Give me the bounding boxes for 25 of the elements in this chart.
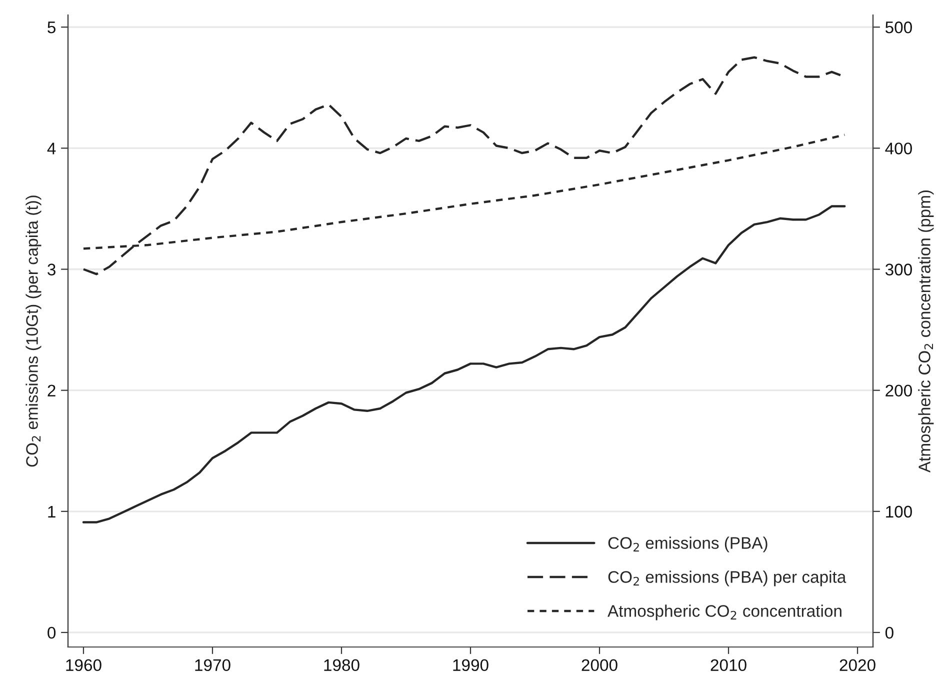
legend-label: CO$_{2}$ emissions (PBA) per capita	[608, 570, 846, 586]
y-tick-label: 0	[48, 626, 56, 639]
y-axis-title: CO$_{2}$ emissions (10Gt) (per capita (t))	[26, 196, 42, 467]
y-tick-label: 5	[48, 22, 56, 34]
y2-tick-label: 400	[885, 142, 912, 154]
x-tick-label: 1980	[324, 659, 360, 672]
y2-tick-label: 100	[886, 506, 912, 518]
x-tick-label: 1960	[66, 659, 102, 672]
line-series	[82, 205, 846, 524]
y2-axis-title: Atmospheric CO$_{2}$ concentration (ppm)	[918, 190, 934, 473]
x-tick-label: 2020	[840, 659, 876, 672]
y-tick-label: 3	[48, 264, 56, 276]
x-tick-label: 2010	[710, 659, 746, 672]
y2-tick-label: 300	[885, 264, 912, 276]
y2-tick-label: 500	[885, 22, 912, 34]
x-tick-label: 1990	[453, 659, 488, 672]
y2-tick-label: 200	[886, 384, 912, 397]
legend-label: CO$_{2}$ emissions (PBA)	[608, 536, 768, 552]
x-tick-label: 2000	[582, 659, 618, 672]
x-tick-label: 1970	[195, 659, 230, 672]
y-tick-label: 1	[48, 506, 56, 518]
y-tick-label: 4	[47, 142, 56, 154]
y-tick-label: 2	[48, 384, 56, 396]
legend-label: Atmospheric CO$_{2}$ concentration	[608, 604, 842, 620]
y2-tick-label: 0	[885, 626, 894, 639]
